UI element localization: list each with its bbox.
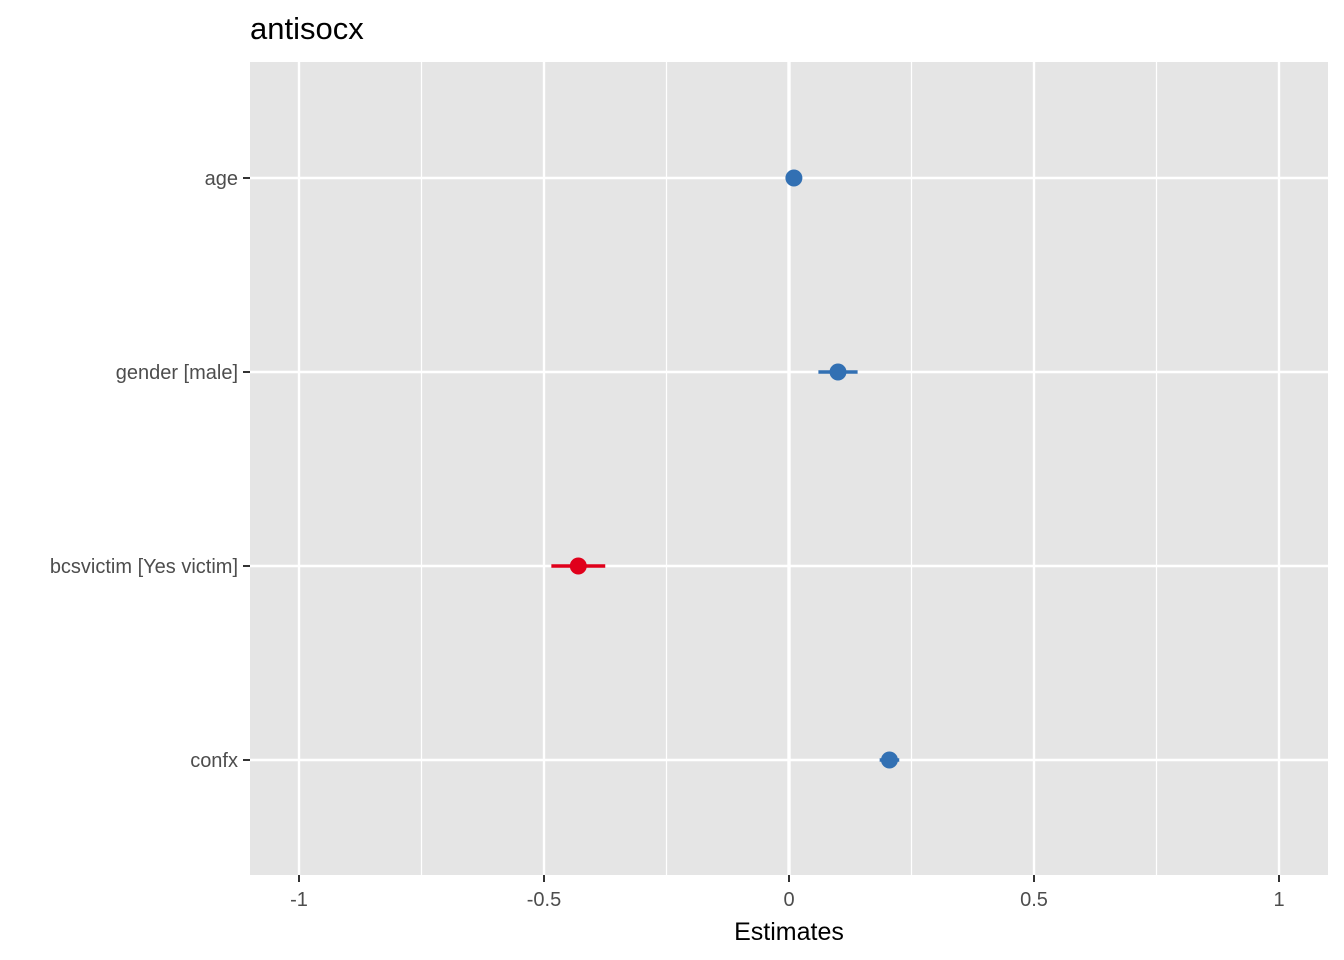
x-axis: -1 -0.5 0 0.5 1 <box>290 875 1285 911</box>
y-axis: age gender [male] bcsvictim [Yes victim] co… <box>50 168 250 772</box>
estimate-point <box>880 751 898 769</box>
x-tick-label: 0 <box>783 889 794 911</box>
estimate-point <box>829 363 847 381</box>
y-tick-label: bcsvictim [Yes victim] <box>50 556 238 578</box>
x-tick-label: 0.5 <box>1020 889 1048 911</box>
x-tick-label: -0.5 <box>527 889 561 911</box>
y-tick-label: gender [male] <box>116 362 238 384</box>
x-axis-title: Estimates <box>734 918 844 946</box>
chart-title: antisocx <box>250 11 364 46</box>
x-tick-label: -1 <box>290 889 308 911</box>
minor-gridlines <box>420 62 1158 875</box>
x-tick-label: 1 <box>1273 889 1284 911</box>
y-tick-label: confx <box>190 750 238 772</box>
estimate-point <box>785 169 803 187</box>
estimate-point <box>569 557 587 575</box>
y-tick-label: age <box>205 168 238 190</box>
estimate-marks <box>551 169 900 769</box>
